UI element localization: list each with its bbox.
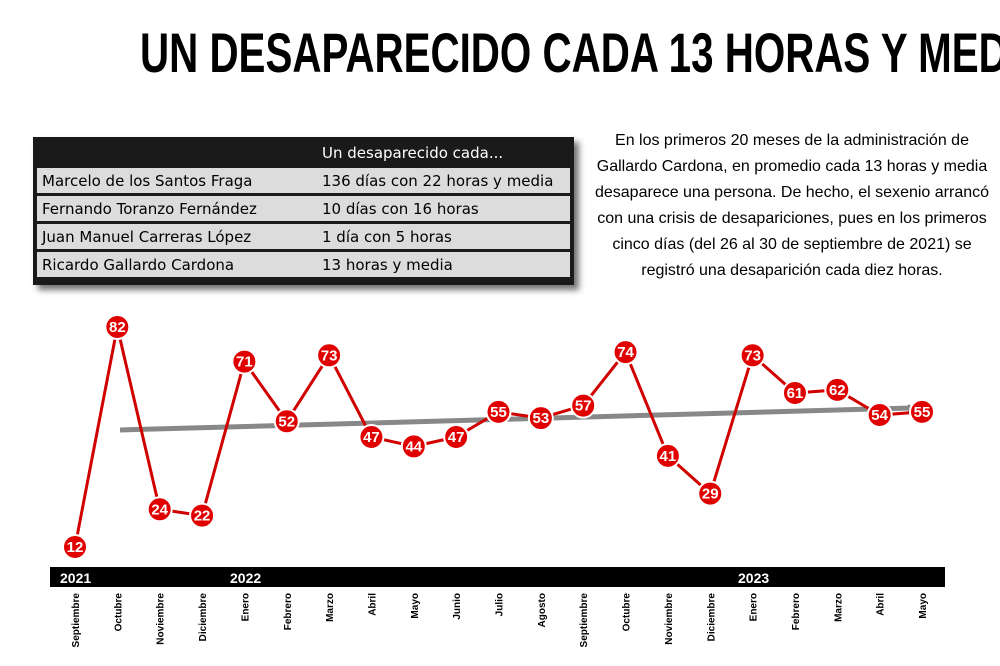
data-label: 73 [321, 347, 338, 364]
data-point [866, 402, 893, 428]
data-point [527, 405, 554, 432]
data-point [612, 339, 639, 366]
data-label: 62 [829, 382, 846, 399]
data-label: 74 [617, 344, 634, 361]
data-point [316, 342, 343, 369]
table-row: Ricardo Gallardo Cardona 13 horas y medi… [37, 252, 570, 277]
data-label: 12 [67, 539, 84, 556]
data-label: 52 [278, 413, 295, 430]
data-label: 41 [660, 448, 677, 465]
frequency-value: 10 días con 16 horas [322, 200, 479, 218]
month-label: Octubre [622, 593, 633, 632]
month-label: Septiembre [579, 593, 590, 648]
comparison-table: Un desaparecido cada... Marcelo de los S… [33, 137, 574, 285]
month-label: Agosto [537, 593, 548, 627]
data-point [824, 376, 851, 403]
data-label: 55 [914, 404, 931, 421]
month-label: Enero [240, 593, 251, 621]
data-label: 61 [787, 385, 804, 402]
data-point [654, 442, 681, 469]
data-label: 54 [871, 407, 888, 424]
data-label: 22 [194, 508, 211, 525]
line-chart: 2021 2022 2023 12 82 24 22 71 52 73 47 44 47 55 53 57 7… [50, 314, 945, 648]
data-label: 71 [236, 354, 253, 371]
table-row: Juan Manuel Carreras López 1 día con 5 h… [37, 224, 570, 249]
month-label: Mayo [918, 593, 929, 619]
page-title: UN DESAPARECIDO CADA 13 HORAS Y MEDIA [140, 21, 1000, 84]
data-label: 47 [448, 429, 465, 446]
frequency-value: 1 día con 5 horas [322, 228, 452, 246]
data-label: 44 [405, 438, 422, 455]
governor-name: Juan Manuel Carreras López [42, 228, 252, 246]
governor-name: Marcelo de los Santos Fraga [42, 172, 253, 190]
data-point [104, 314, 131, 340]
month-label: Junio [452, 593, 463, 620]
data-label: 29 [702, 486, 719, 503]
year-label: 2023 [738, 570, 769, 586]
month-label: Octubre [113, 593, 124, 632]
data-point [781, 380, 808, 406]
data-label: 82 [109, 319, 126, 336]
month-label: Marzo [325, 593, 336, 622]
governor-name: Ricardo Gallardo Cardona [42, 256, 235, 274]
data-label: 55 [490, 404, 507, 421]
year-bar [50, 567, 945, 587]
frequency-value: 136 días con 22 horas y media [322, 172, 554, 190]
table-header-cell: Un desaparecido cada... [322, 144, 504, 162]
year-label: 2022 [230, 570, 261, 586]
data-point [443, 424, 470, 450]
table-header: Un desaparecido cada... [33, 137, 574, 167]
month-label: Noviembre [156, 593, 167, 645]
data-label: 57 [575, 398, 592, 415]
data-label: 73 [744, 347, 761, 364]
month-label: Enero [749, 593, 760, 621]
month-label: Septiembre [71, 593, 82, 648]
frequency-value: 13 horas y media [322, 256, 453, 274]
month-label: Diciembre [198, 593, 209, 642]
data-point [358, 424, 385, 450]
month-label: Mayo [410, 593, 421, 619]
data-point [400, 433, 427, 460]
month-label: Julio [495, 593, 506, 616]
table-row: Marcelo de los Santos Fraga 136 días con… [37, 168, 570, 193]
table-row: Fernando Toranzo Fernández 10 días con 1… [37, 196, 570, 221]
month-label: Febrero [791, 593, 802, 630]
month-label: Noviembre [664, 593, 675, 645]
month-label: Abril [367, 593, 378, 616]
data-point [697, 480, 724, 507]
data-point [570, 392, 597, 419]
data-point [739, 342, 766, 369]
data-point [231, 348, 258, 375]
year-label: 2021 [60, 570, 91, 586]
month-label: Marzo [833, 593, 844, 622]
month-label: Diciembre [706, 593, 717, 642]
data-point [146, 496, 173, 523]
data-point [485, 398, 512, 425]
data-point [909, 398, 935, 425]
data-label: 53 [533, 410, 550, 427]
month-label: Abril [876, 593, 887, 616]
data-point [62, 534, 88, 560]
description-text: En los primeros 20 meses de la administr… [594, 132, 990, 279]
data-point [189, 502, 216, 529]
data-label: 24 [151, 501, 168, 518]
governor-name: Fernando Toranzo Fernández [42, 200, 257, 218]
data-point [273, 408, 300, 435]
trend-line [119, 404, 916, 433]
month-label: Febrero [283, 593, 294, 630]
data-label: 47 [363, 429, 380, 446]
